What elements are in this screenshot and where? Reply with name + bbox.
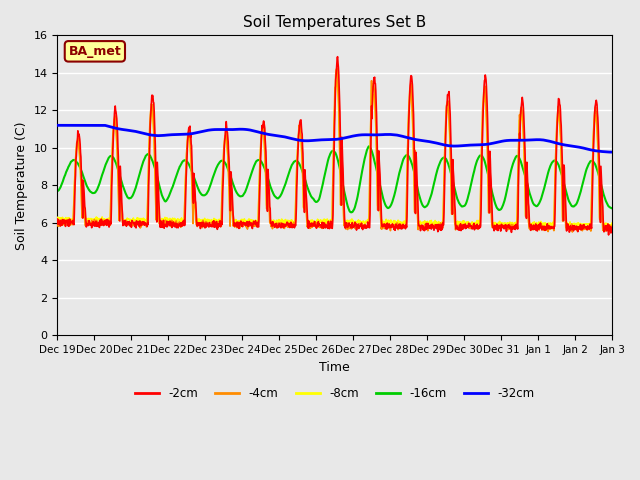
-2cm — [334, 54, 342, 60]
-16cm — [239, 193, 246, 199]
-2cm — [543, 223, 550, 229]
-32cm — [239, 126, 246, 132]
-32cm — [421, 138, 429, 144]
-16cm — [494, 206, 502, 212]
-8cm — [493, 222, 501, 228]
-8cm — [541, 225, 548, 230]
-16cm — [348, 209, 355, 215]
-8cm — [608, 221, 616, 227]
-8cm — [54, 215, 61, 220]
-8cm — [421, 219, 429, 225]
-4cm — [333, 65, 340, 71]
-16cm — [608, 205, 616, 211]
-4cm — [163, 221, 171, 227]
-16cm — [163, 196, 171, 202]
-4cm — [421, 227, 429, 233]
-32cm — [542, 138, 550, 144]
-4cm — [543, 224, 550, 229]
X-axis label: Time: Time — [319, 360, 350, 373]
-32cm — [177, 132, 184, 137]
-4cm — [493, 228, 501, 233]
-32cm — [163, 132, 171, 138]
Line: -2cm: -2cm — [58, 57, 612, 235]
-4cm — [177, 224, 184, 230]
-4cm — [239, 224, 246, 229]
-32cm — [493, 139, 501, 145]
-8cm — [333, 78, 340, 84]
Legend: -2cm, -4cm, -8cm, -16cm, -32cm: -2cm, -4cm, -8cm, -16cm, -32cm — [130, 382, 540, 404]
-2cm — [608, 226, 616, 232]
-32cm — [54, 122, 61, 128]
-16cm — [543, 175, 551, 180]
-2cm — [493, 226, 501, 231]
-8cm — [177, 217, 184, 223]
-2cm — [177, 224, 184, 229]
-32cm — [608, 149, 616, 155]
-16cm — [365, 144, 372, 149]
-8cm — [163, 217, 171, 223]
Line: -4cm: -4cm — [58, 68, 612, 232]
-32cm — [607, 149, 615, 155]
Line: -32cm: -32cm — [58, 125, 612, 152]
-16cm — [54, 188, 61, 194]
Line: -8cm: -8cm — [58, 81, 612, 228]
-4cm — [54, 222, 61, 228]
-16cm — [177, 162, 184, 168]
-2cm — [605, 232, 612, 238]
-2cm — [239, 220, 246, 226]
-4cm — [608, 223, 616, 228]
-2cm — [421, 224, 429, 230]
-16cm — [422, 204, 429, 210]
-2cm — [163, 224, 171, 229]
Line: -16cm: -16cm — [58, 146, 612, 212]
-2cm — [54, 216, 61, 222]
-8cm — [239, 218, 246, 224]
-4cm — [568, 229, 576, 235]
Title: Soil Temperatures Set B: Soil Temperatures Set B — [243, 15, 426, 30]
Text: BA_met: BA_met — [68, 45, 121, 58]
-8cm — [543, 221, 551, 227]
Y-axis label: Soil Temperature (C): Soil Temperature (C) — [15, 121, 28, 250]
